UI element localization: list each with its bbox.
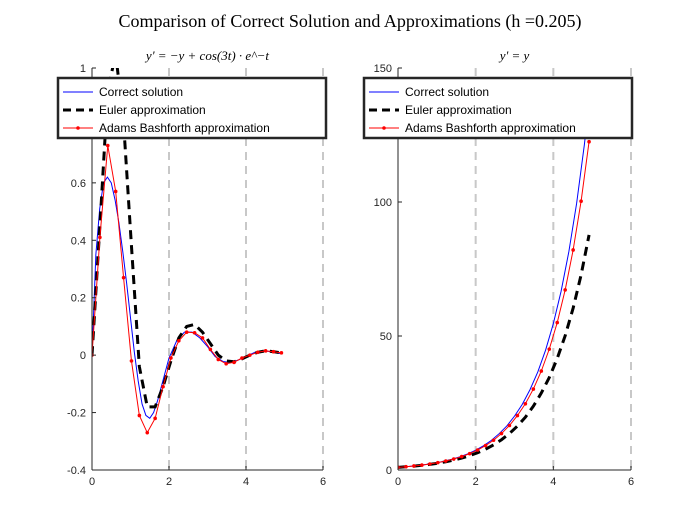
legend: Correct solution Euler approximation Adams… — [56, 76, 328, 140]
data-point — [515, 413, 520, 418]
data-point — [161, 384, 165, 389]
x-tick-label: 2 — [473, 476, 479, 488]
data-point — [491, 438, 496, 443]
data-point — [547, 347, 552, 351]
data-point — [105, 143, 110, 148]
data-point — [192, 330, 197, 335]
data-point — [137, 413, 142, 418]
subplot-title: y' = y — [498, 48, 530, 63]
data-point — [279, 351, 284, 355]
subplot-title: y' = −y + cos(3t) · e^−t — [144, 48, 270, 63]
y-tick-label: 150 — [374, 63, 392, 75]
legend-box — [56, 76, 328, 140]
y-tick-label: 50 — [380, 331, 392, 343]
data-point — [539, 369, 544, 373]
legend-label: Adams Bashforth approximation — [99, 121, 270, 135]
x-tick-label: 4 — [243, 476, 249, 488]
y-tick-label: 0.2 — [71, 293, 86, 305]
data-point — [555, 320, 560, 325]
figure-title: Comparison of Correct Solution and Appro… — [118, 11, 581, 32]
data-point — [240, 356, 244, 360]
data-point — [216, 357, 221, 362]
data-point — [563, 288, 567, 292]
data-point — [571, 248, 575, 252]
y-tick-label: 1 — [80, 63, 86, 75]
legend-label: Correct solution — [99, 85, 183, 99]
data-point — [98, 235, 102, 240]
data-point — [428, 462, 432, 466]
data-point — [523, 402, 528, 406]
data-point — [184, 330, 189, 334]
data-point — [232, 360, 236, 365]
data-point — [224, 361, 228, 366]
x-tick-label: 4 — [550, 476, 556, 488]
data-point — [436, 460, 440, 465]
right-subplot: y' = y 0 2 4 6 0 50 100 150 Correct solution Euler… — [362, 48, 634, 488]
data-point — [129, 359, 134, 363]
data-point — [255, 350, 260, 355]
data-point — [467, 451, 472, 456]
x-tick-label: 0 — [395, 476, 401, 488]
legend-label: Correct solution — [405, 85, 489, 99]
data-point — [145, 430, 150, 435]
legend-label: Euler approximation — [99, 103, 206, 117]
data-point — [443, 459, 448, 463]
data-point — [412, 464, 416, 468]
data-point — [587, 139, 591, 144]
series-line-adams-bashforth-approximation — [398, 141, 590, 468]
data-point — [263, 349, 268, 353]
legend-marker — [382, 126, 386, 130]
y-tick-label: 0 — [386, 465, 392, 477]
legend-label: Euler approximation — [405, 103, 512, 117]
data-point — [579, 199, 583, 203]
data-point — [459, 454, 464, 459]
data-point — [153, 416, 157, 421]
data-point — [208, 347, 213, 352]
data-point — [499, 431, 504, 436]
legend: Correct solution Euler approximation Adams… — [362, 76, 634, 140]
data-point — [483, 443, 488, 448]
y-tick-label: -0.4 — [67, 465, 86, 477]
data-point — [404, 464, 408, 469]
legend-box — [362, 76, 634, 140]
series-line-euler-approximation — [92, 68, 282, 409]
y-tick-label: 100 — [374, 197, 392, 209]
series-line-correct-solution — [92, 176, 282, 420]
y-tick-label: 0.4 — [71, 235, 86, 247]
data-point — [475, 448, 480, 452]
series-line-correct-solution — [398, 102, 590, 468]
y-tick-label: -0.2 — [67, 408, 86, 420]
legend-label: Adams Bashforth approximation — [405, 121, 576, 135]
y-tick-label: 0 — [80, 350, 86, 362]
left-subplot: y' = −y + cos(3t) · e^−t 0 2 4 6 -0.4 -0.2 0 0.2… — [56, 48, 328, 488]
y-tick-label: 0.6 — [71, 178, 86, 190]
x-tick-label: 6 — [628, 476, 634, 488]
data-point — [169, 356, 173, 360]
data-point — [531, 387, 536, 391]
data-point — [451, 457, 456, 461]
x-tick-label: 2 — [166, 476, 172, 488]
data-point — [121, 275, 126, 280]
series-line-euler-approximation — [398, 234, 591, 469]
data-point — [113, 189, 118, 194]
x-tick-label: 6 — [320, 476, 326, 488]
x-tick-label: 0 — [89, 476, 95, 488]
series-line-adams-bashforth-approximation — [92, 145, 282, 434]
data-point — [420, 463, 424, 467]
data-point — [177, 338, 181, 343]
data-point — [248, 353, 252, 357]
data-point — [507, 423, 512, 428]
data-point — [200, 336, 205, 340]
data-point — [271, 349, 276, 354]
legend-marker — [76, 126, 80, 130]
